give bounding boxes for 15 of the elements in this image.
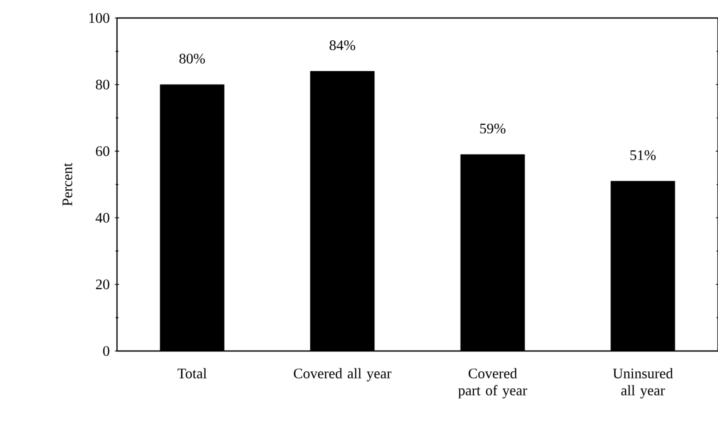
data-label: 84% xyxy=(330,40,356,50)
data-label: 51% xyxy=(630,150,656,160)
data-label: 59% xyxy=(480,124,506,134)
x-tick-label: Covered part of year xyxy=(458,368,528,398)
x-tick-label: Total xyxy=(178,368,207,378)
data-label: 80% xyxy=(179,54,205,64)
y-tick-label: 40 xyxy=(96,212,110,223)
y-tick-label: 100 xyxy=(89,13,110,23)
x-tick-label: Uninsured all year xyxy=(612,368,673,398)
y-tick-label: 0 xyxy=(103,346,110,356)
y-tick-label: 60 xyxy=(96,146,110,156)
x-tick-label: Covered all year xyxy=(294,368,392,382)
y-tick-label: 20 xyxy=(96,279,110,290)
y-axis-title: Percent xyxy=(62,162,72,206)
y-tick-label: 80 xyxy=(96,80,110,90)
